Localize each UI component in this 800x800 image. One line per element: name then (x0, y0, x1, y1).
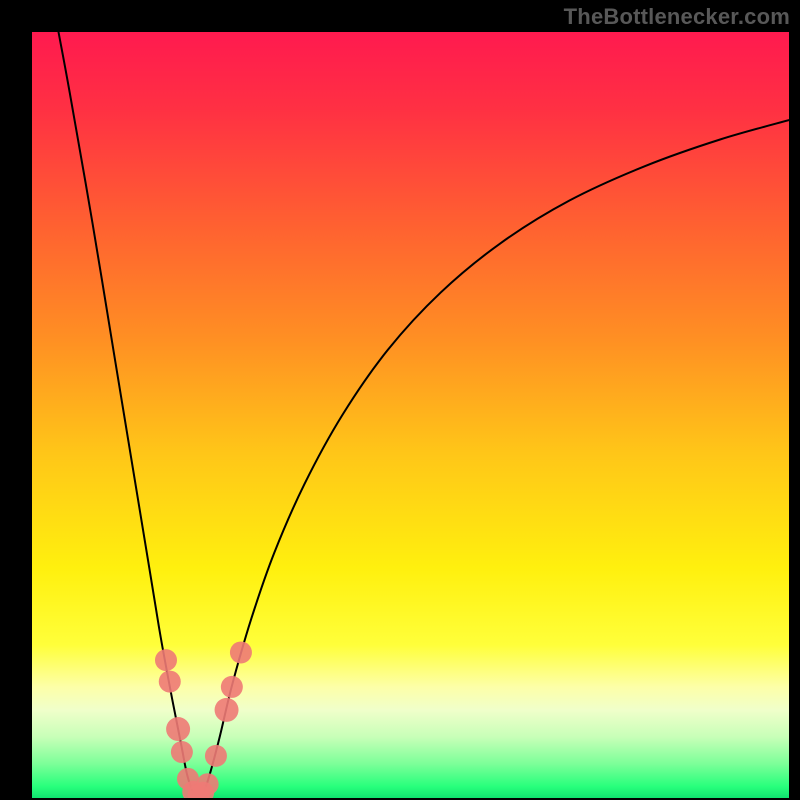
chart-root: TheBottlenecker.com (0, 0, 800, 800)
data-marker (197, 773, 219, 795)
data-marker (166, 717, 190, 741)
data-marker (205, 745, 227, 767)
chart-svg (0, 0, 800, 800)
data-marker (155, 649, 177, 671)
data-marker (171, 741, 193, 763)
data-marker (221, 676, 243, 698)
chart-background (32, 32, 789, 798)
data-marker (159, 671, 181, 693)
data-marker (215, 698, 239, 722)
attribution-text: TheBottlenecker.com (564, 4, 790, 30)
data-marker (230, 641, 252, 663)
